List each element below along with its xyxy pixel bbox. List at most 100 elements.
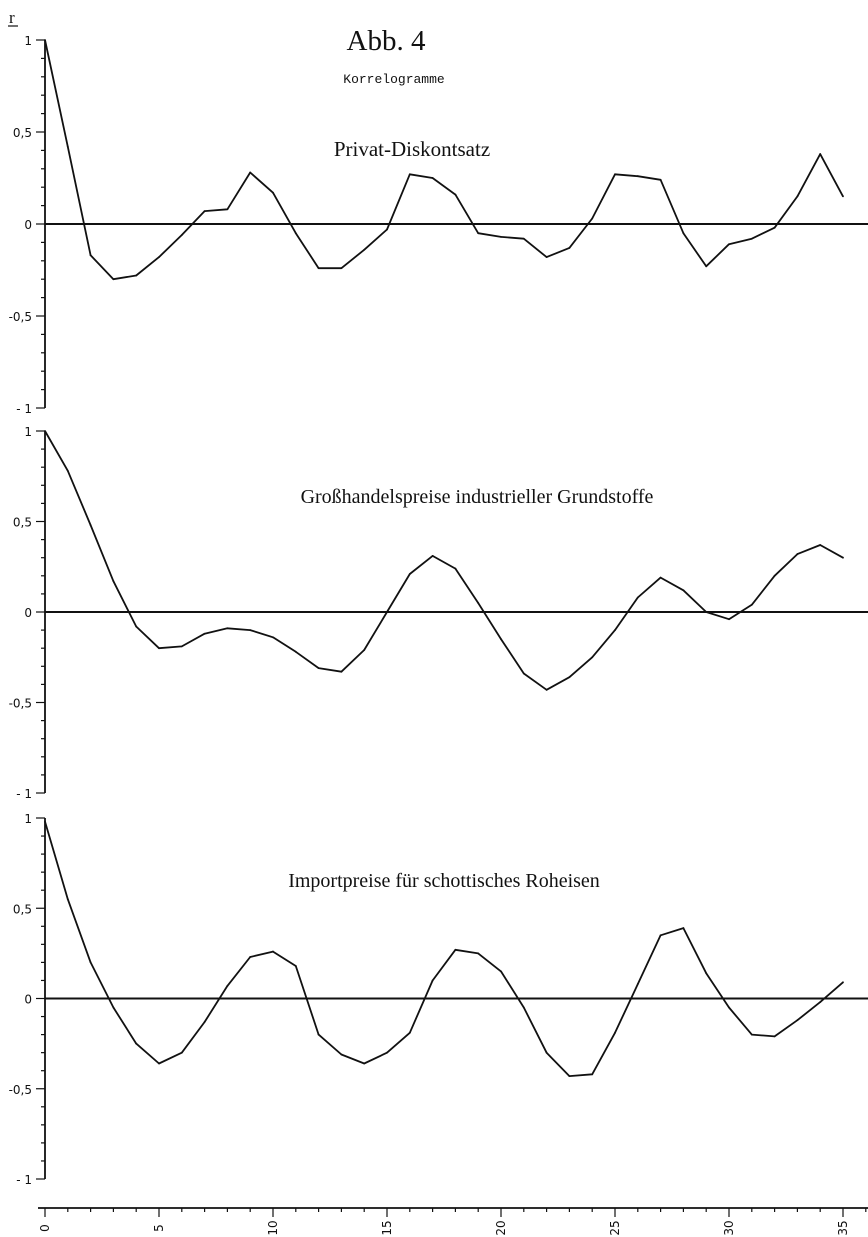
x-tick-label: 5	[152, 1224, 166, 1232]
data-point	[659, 576, 662, 579]
data-point	[705, 265, 708, 268]
data-point	[386, 611, 388, 613]
data-point	[44, 39, 46, 41]
data-point	[522, 237, 525, 240]
data-point	[454, 567, 457, 570]
data-point	[112, 278, 115, 281]
data-point	[203, 1021, 206, 1023]
data-point	[44, 430, 46, 432]
data-point	[773, 574, 776, 577]
data-point	[66, 145, 69, 148]
data-point	[796, 1019, 799, 1022]
data-point	[89, 961, 92, 964]
data-point	[112, 580, 115, 583]
y-tick-label: 0	[24, 606, 32, 620]
data-point	[796, 195, 799, 198]
data-point	[614, 629, 616, 631]
data-point	[568, 1075, 571, 1078]
figure-ylabel: r	[9, 8, 15, 27]
data-point	[431, 177, 434, 179]
data-point	[340, 1053, 343, 1056]
data-point	[317, 1033, 320, 1036]
data-point	[477, 602, 480, 604]
data-point	[636, 596, 639, 599]
data-point	[249, 629, 252, 631]
data-point	[203, 210, 206, 213]
data-point	[614, 173, 616, 176]
data-point	[659, 934, 662, 937]
data-point	[226, 208, 229, 211]
data-point	[89, 254, 92, 257]
data-point	[454, 193, 457, 196]
data-point	[614, 1031, 616, 1034]
data-point	[568, 247, 571, 249]
y-tick-label: 1	[24, 425, 32, 439]
y-tick-label: -0,5	[9, 310, 32, 324]
data-point	[112, 1006, 115, 1009]
autocorrelation-line	[44, 39, 844, 281]
data-point	[636, 983, 639, 985]
data-point	[272, 950, 274, 953]
data-point	[317, 267, 320, 270]
data-point	[249, 171, 252, 174]
data-point	[842, 981, 844, 984]
data-point	[226, 627, 229, 630]
data-point	[728, 618, 730, 621]
y-tick-label: -0,5	[9, 697, 32, 711]
data-point	[203, 632, 206, 635]
x-axis: 0 5 10 15 20 25 30 35	[38, 1207, 868, 1236]
data-point	[340, 670, 343, 673]
data-point	[294, 965, 297, 967]
data-point	[66, 898, 69, 901]
data-point	[363, 1062, 366, 1065]
data-point	[773, 1035, 776, 1038]
y-tick-label: 0	[24, 993, 32, 1007]
data-point	[636, 175, 639, 178]
data-point	[728, 243, 730, 246]
data-point	[135, 1042, 138, 1045]
data-point	[272, 636, 274, 639]
data-point	[294, 650, 297, 653]
data-point	[522, 672, 525, 675]
data-point	[363, 248, 366, 251]
data-point	[158, 647, 160, 650]
data-point	[682, 232, 685, 235]
data-point	[796, 553, 799, 555]
data-point	[180, 234, 183, 236]
y-tick-label: 0,5	[13, 902, 32, 916]
panel-title: Privat-Diskontsatz	[334, 137, 490, 161]
data-point	[819, 544, 822, 546]
x-tick-label: 10	[266, 1220, 280, 1235]
data-point	[728, 1006, 730, 1009]
x-tick-label: 20	[494, 1220, 508, 1235]
data-point	[431, 979, 434, 982]
data-point	[454, 948, 457, 951]
y-tick-label: - 1	[16, 787, 32, 801]
panel-title: Importpreise für schottisches Roheisen	[288, 870, 600, 892]
autocorrelation-line	[44, 430, 844, 691]
data-point	[477, 952, 480, 955]
data-point	[408, 1031, 411, 1034]
data-point	[44, 820, 46, 823]
autocorrelation-line	[44, 821, 844, 1077]
data-point	[568, 676, 571, 679]
data-point	[705, 972, 708, 975]
data-point	[294, 232, 297, 235]
data-point	[750, 603, 753, 606]
data-point	[500, 235, 502, 238]
y-tick-label: - 1	[16, 402, 32, 416]
data-point	[363, 649, 366, 651]
x-tick-label: 30	[722, 1220, 736, 1235]
data-point	[500, 638, 502, 641]
x-tick-label: 0	[38, 1224, 52, 1232]
data-point	[545, 256, 548, 259]
data-point	[750, 1033, 753, 1036]
data-point	[591, 656, 594, 659]
data-point	[158, 256, 160, 259]
data-point	[842, 556, 844, 559]
data-point	[317, 667, 320, 670]
y-tick-label: 0	[24, 218, 32, 232]
y-tick-label: 1	[24, 812, 32, 826]
figure-title: Abb. 4	[347, 25, 426, 57]
